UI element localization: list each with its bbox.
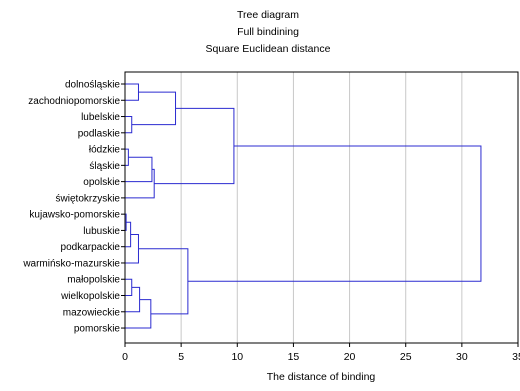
x-axis-label: The distance of binding <box>267 371 376 383</box>
dendrogram-merge-link <box>125 286 141 313</box>
dendrogram-merge-link <box>125 156 153 183</box>
leaf-label: małopolskie <box>67 275 120 286</box>
x-tick-label: 30 <box>456 351 468 363</box>
leaf-label: podkarpackie <box>61 242 121 253</box>
dendrogram-merge-link <box>125 233 139 264</box>
dendrogram-merge-link <box>125 116 133 134</box>
leaf-label: łódzkie <box>89 145 121 156</box>
leaf-label: świętokrzyskie <box>56 193 121 204</box>
dendrogram-merge-link <box>125 278 133 297</box>
leaf-label: mazowieckie <box>63 307 121 318</box>
x-tick-label: 10 <box>231 351 243 363</box>
leaf-label: kujawsko-pomorskie <box>29 210 120 221</box>
leaf-label: zachodniopomorskie <box>28 96 120 107</box>
dendrogram-merge-link <box>187 145 482 282</box>
leaf-label: pomorskie <box>74 324 121 335</box>
leaf-labels: dolnośląskie zachodniopomorskie lubelskie p… <box>22 80 125 335</box>
dendrogram-merge-link <box>125 83 139 101</box>
grid-lines <box>180 72 463 343</box>
leaf-label: śląskie <box>89 161 120 172</box>
leaf-label: lubelskie <box>81 112 120 123</box>
x-tick-label: 20 <box>344 351 356 363</box>
dendrogram-merge-link <box>125 168 155 199</box>
chart-subtitle-distance: Square Euclidean distance <box>206 43 331 55</box>
dendrogram-merge-link <box>154 107 235 185</box>
x-tick-label: 15 <box>288 351 300 363</box>
dendrogram-merge-link <box>125 148 129 166</box>
x-tick-label: 25 <box>400 351 412 363</box>
chart-subtitle-binding: Full bindining <box>237 26 299 38</box>
chart-title: Tree diagram <box>237 9 299 21</box>
leaf-label: opolskie <box>83 177 120 188</box>
leaf-label: podlaskie <box>78 128 121 139</box>
x-axis-ticks: 0 5 10 15 20 25 30 35 <box>122 343 520 363</box>
x-tick-label: 0 <box>122 351 128 363</box>
dendrogram-merge-link <box>125 299 152 329</box>
plot-frame <box>124 71 519 344</box>
dendrogram-merge-link <box>138 248 189 315</box>
leaf-label: wielkopolskie <box>60 291 120 302</box>
dendrogram-branches <box>125 83 482 329</box>
leaf-label: lubuskie <box>83 226 120 237</box>
x-tick-label: 35 <box>512 351 520 363</box>
leaf-label: warmińsko-mazurskie <box>22 258 120 269</box>
x-tick-label: 5 <box>178 351 184 363</box>
leaf-label: dolnośląskie <box>65 80 120 91</box>
dendrogram-merge-link <box>125 221 132 248</box>
